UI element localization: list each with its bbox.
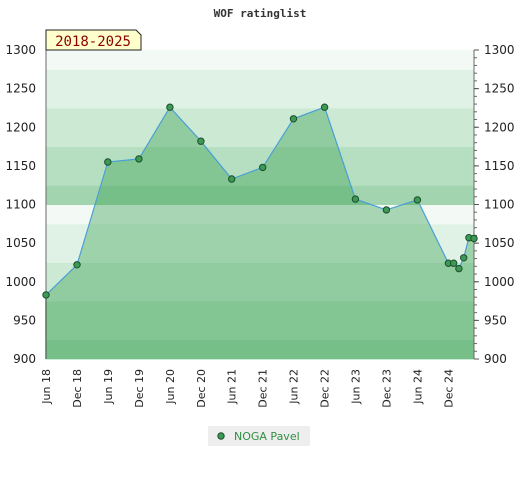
y-tick-label-left: 1100 [5, 198, 36, 212]
x-tick-label: Dec 24 [442, 369, 455, 408]
x-tick-label: Jun 20 [164, 369, 177, 405]
x-tick-label: Jun 21 [226, 369, 239, 405]
background-band [46, 69, 474, 90]
x-tick-label: Dec 19 [133, 369, 146, 408]
x-tick-label: Jun 24 [411, 369, 424, 405]
legend-marker [217, 432, 225, 440]
data-point [450, 259, 458, 267]
x-tick-label: Jun 22 [288, 369, 301, 405]
background-band [46, 301, 474, 321]
data-point [470, 234, 478, 243]
background-band [46, 243, 474, 263]
legend-label: NOGA Pavel [234, 430, 300, 443]
y-tick-label-left: 950 [13, 313, 36, 327]
y-tick-label-left: 1000 [5, 275, 36, 289]
data-point [455, 264, 463, 273]
background-band [46, 88, 474, 109]
plot-background-bands [46, 50, 474, 360]
chart-title: WOF ratinglist [214, 7, 307, 20]
area-fill [46, 107, 474, 359]
data-point [259, 163, 267, 172]
y-tick-label-right: 950 [484, 313, 507, 327]
y-tick-label-left: 1250 [5, 82, 36, 96]
background-band [46, 107, 474, 128]
y-tick-label-right: 1300 [484, 43, 515, 57]
x-tick-label: Jun 18 [40, 369, 53, 405]
background-band [46, 50, 474, 70]
data-point [73, 261, 81, 269]
y-tick-label-right: 1250 [484, 82, 515, 96]
y-tick-label-left: 1050 [5, 236, 36, 250]
x-tick-label: Dec 20 [195, 369, 208, 408]
x-tick-label: Jun 23 [349, 369, 362, 405]
background-band [46, 165, 474, 186]
background-band [46, 223, 474, 244]
y-tick-label-left: 1150 [5, 159, 36, 173]
data-point [228, 175, 236, 183]
y-tick-label-right: 1200 [484, 120, 515, 134]
data-point [413, 196, 422, 204]
data-point [351, 195, 360, 203]
background-band [46, 339, 474, 360]
data-point [104, 158, 112, 166]
data-point [135, 155, 143, 163]
background-band [46, 146, 474, 167]
y-tick-label-right: 1000 [484, 275, 515, 289]
x-tick-label: Dec 18 [71, 369, 84, 408]
y-tick-label-right: 900 [484, 352, 507, 366]
data-point [460, 254, 468, 262]
background-band [46, 262, 474, 283]
background-band [46, 204, 474, 225]
y-tick-label-right: 1150 [484, 159, 515, 173]
y-axis-left: 900 950 1000 1050 1100 1150 1200 1250 1300 [5, 43, 36, 366]
data-point [382, 206, 391, 214]
data-points [42, 103, 478, 299]
y-tick-label-left: 1300 [5, 43, 36, 57]
x-tick-label: Dec 22 [319, 369, 332, 408]
y-tick-label-left: 900 [13, 352, 36, 366]
data-point [42, 291, 50, 299]
data-point [289, 115, 298, 123]
background-band [46, 281, 474, 302]
x-tick-label: Jun 19 [102, 369, 115, 405]
x-axis: Jun 18 Dec 18 Jun 19 Dec 19 Jun 20 Dec 20 Jun … [40, 369, 455, 408]
legend: NOGA Pavel [208, 426, 310, 446]
period-badge: 2018-2025 [45, 29, 142, 51]
data-point [197, 137, 205, 145]
background-band [46, 320, 474, 341]
period-badge-label: 2018-2025 [55, 34, 131, 50]
data-point [320, 103, 329, 111]
x-tick-label: Dec 23 [380, 369, 393, 408]
x-tick-label: Dec 21 [257, 369, 270, 408]
background-band [46, 127, 474, 148]
y-tick-label-right: 1050 [484, 236, 515, 250]
y-tick-label-left: 1200 [5, 120, 36, 134]
y-axis-right: 900 950 1000 1050 1100 1150 1200 1250 1300 [474, 43, 515, 366]
data-point [166, 103, 174, 111]
y-tick-label-right: 1100 [484, 198, 515, 212]
background-band [46, 185, 474, 205]
